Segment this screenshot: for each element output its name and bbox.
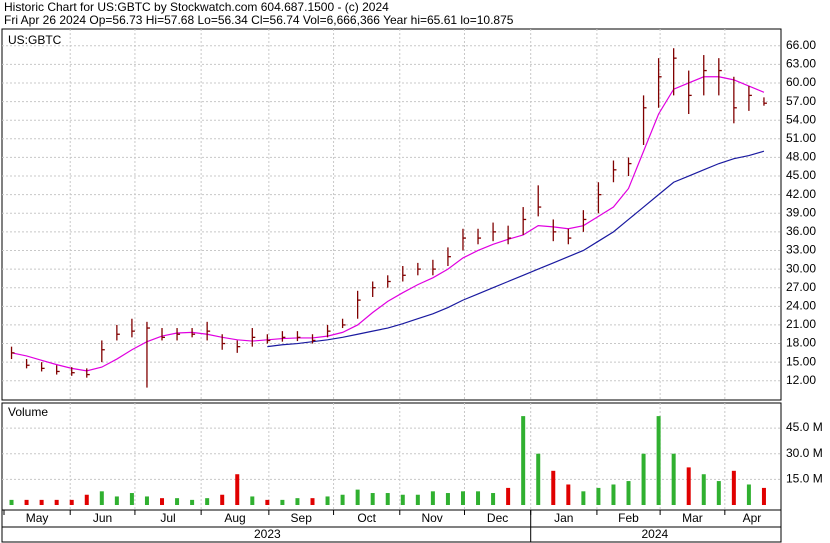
x-tick-label: May [26, 511, 49, 525]
volume-bar [460, 491, 465, 505]
volume-tick-label: 30.0 M [786, 446, 823, 460]
chart-title: Historic Chart for US:GBTC by Stockwatch… [4, 0, 389, 14]
volume-bar [566, 484, 571, 505]
volume-bar [430, 491, 435, 505]
chart-subtitle: Fri Apr 26 2024 Op=56.73 Hi=57.68 Lo=56.… [4, 13, 514, 27]
volume-bar [84, 494, 89, 505]
volume-bar [385, 493, 390, 505]
y-tick-label: 63.00 [786, 57, 816, 71]
volume-bar [190, 499, 195, 505]
volume-label: Volume [8, 405, 48, 419]
y-tick-label: 27.00 [786, 280, 816, 294]
volume-bar [295, 498, 300, 505]
volume-bar [701, 474, 706, 505]
volume-bar [160, 498, 165, 505]
volume-bar [355, 489, 360, 505]
volume-tick-label: 45.0 M [786, 420, 823, 434]
volume-bar [476, 491, 481, 505]
volume-bar [536, 453, 541, 505]
volume-bar [144, 496, 149, 505]
x-tick-label: Aug [224, 511, 245, 525]
date-axis [1, 509, 782, 543]
volume-bar [761, 487, 766, 505]
volume-bar [24, 499, 29, 505]
x-tick-label: Jun [93, 511, 112, 525]
volume-bar [596, 487, 601, 505]
volume-tick-label: 15.0 M [786, 472, 823, 486]
volume-bar [310, 498, 315, 505]
x-tick-label: Dec [487, 511, 508, 525]
volume-bar [746, 484, 751, 505]
volume-bar [491, 493, 496, 505]
y-tick-label: 15.00 [786, 354, 816, 368]
volume-bar [340, 494, 345, 505]
volume-bar [521, 416, 526, 505]
y-tick-label: 39.00 [786, 205, 816, 219]
volume-bar [39, 499, 44, 505]
volume-bar [551, 470, 556, 505]
volume-bar [280, 499, 285, 505]
volume-bar [9, 499, 14, 505]
volume-bar [99, 491, 104, 505]
y-tick-label: 66.00 [786, 38, 816, 52]
y-tick-label: 12.00 [786, 373, 816, 387]
volume-bar [686, 467, 691, 505]
x-tick-label: Jul [160, 511, 175, 525]
year-label: 2024 [641, 527, 668, 541]
volume-bar [671, 453, 676, 505]
y-tick-label: 36.00 [786, 224, 816, 238]
moving-average [267, 150, 765, 348]
volume-bar [69, 499, 74, 505]
volume-bar [325, 496, 330, 505]
volume-bar [415, 494, 420, 505]
moving-average [11, 76, 765, 372]
year-label: 2023 [254, 527, 281, 541]
volume-bar [400, 494, 405, 505]
x-tick-label: Nov [421, 511, 442, 525]
x-tick-label: Feb [618, 511, 639, 525]
y-tick-label: 60.00 [786, 75, 816, 89]
y-tick-label: 48.00 [786, 150, 816, 164]
x-tick-label: Sep [291, 511, 313, 525]
y-tick-label: 21.00 [786, 317, 816, 331]
volume-bar [656, 416, 661, 505]
y-tick-label: 30.00 [786, 261, 816, 275]
volume-bar [235, 474, 240, 505]
volume-bar [114, 496, 119, 505]
y-tick-label: 54.00 [786, 112, 816, 126]
volume-bar [445, 493, 450, 505]
volume-bar [220, 494, 225, 505]
volume-bar [581, 491, 586, 505]
volume-bar [54, 499, 59, 505]
y-tick-label: 24.00 [786, 298, 816, 312]
y-tick-label: 51.00 [786, 131, 816, 145]
volume-bar [175, 498, 180, 505]
volume-bar [370, 493, 375, 505]
x-tick-label: Jan [554, 511, 573, 525]
y-tick-label: 45.00 [786, 168, 816, 182]
y-tick-label: 42.00 [786, 187, 816, 201]
volume-bar [731, 470, 736, 505]
volume-bar [626, 481, 631, 505]
volume-bar [641, 453, 646, 505]
price-panel [1, 28, 782, 401]
volume-bar [129, 493, 134, 505]
volume-bar [716, 481, 721, 505]
volume-bar [506, 487, 511, 505]
volume-bar [205, 498, 210, 505]
x-tick-label: Apr [743, 511, 762, 525]
volume-bar [611, 484, 616, 505]
symbol-label: US:GBTC [8, 33, 62, 47]
x-tick-label: Oct [357, 511, 376, 525]
y-tick-label: 33.00 [786, 243, 816, 257]
y-tick-label: 18.00 [786, 336, 816, 350]
volume-bar [250, 496, 255, 505]
y-tick-label: 57.00 [786, 94, 816, 108]
x-tick-label: Mar [682, 511, 703, 525]
volume-bar [265, 499, 270, 505]
